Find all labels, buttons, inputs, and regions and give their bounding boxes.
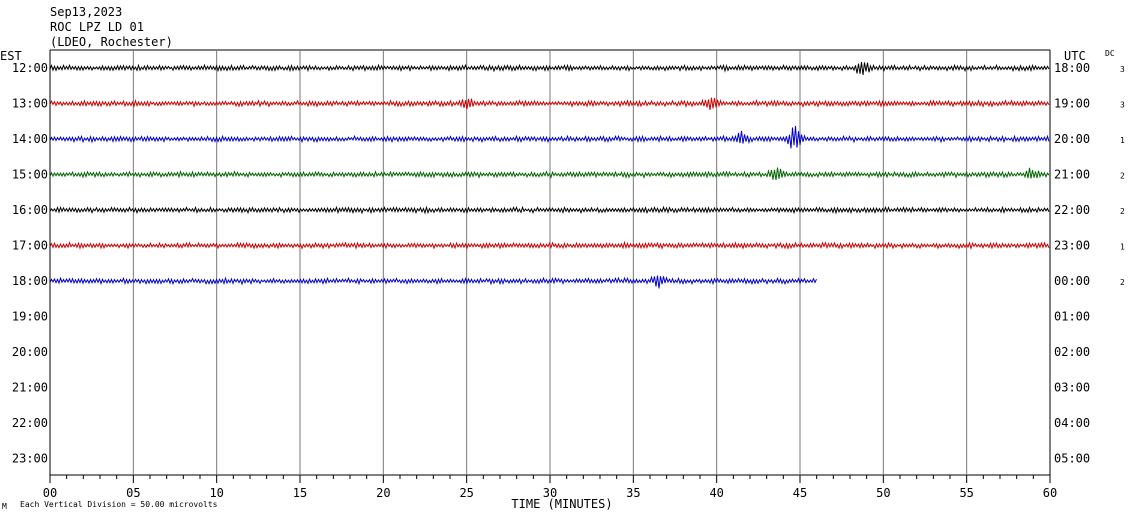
utc-hour-label: 00:00 <box>1054 274 1090 288</box>
dc-offset-value: 2 <box>1120 207 1125 216</box>
x-tick-label: 20 <box>376 486 390 500</box>
est-hour-label: 15:00 <box>12 168 48 182</box>
seismic-trace-row-6 <box>49 275 817 289</box>
scale-note: Each Vertical Division = 50.00 microvolt… <box>20 500 218 509</box>
est-hour-label: 21:00 <box>12 381 48 395</box>
dc-offset-value: 2 <box>1120 172 1125 181</box>
seismic-trace-row-4 <box>49 205 1050 215</box>
utc-axis-title: UTC <box>1064 49 1086 63</box>
x-tick-label: 35 <box>626 486 640 500</box>
est-hour-label: 16:00 <box>12 203 48 217</box>
x-tick-label: 45 <box>793 486 807 500</box>
utc-hour-label: 03:00 <box>1054 381 1090 395</box>
dc-offset-value: 2 <box>1120 278 1125 287</box>
utc-hour-label: 21:00 <box>1054 168 1090 182</box>
x-tick-label: 55 <box>959 486 973 500</box>
est-hour-label: 12:00 <box>12 61 48 75</box>
x-tick-label: 00 <box>43 486 57 500</box>
est-hour-label: 22:00 <box>12 416 48 430</box>
utc-hour-label: 18:00 <box>1054 61 1090 75</box>
est-axis-title: EST <box>0 49 22 63</box>
dc-offset-value: 1 <box>1120 243 1125 252</box>
est-hour-label: 20:00 <box>12 345 48 359</box>
est-hour-label: 18:00 <box>12 274 48 288</box>
plot-grid <box>49 49 1051 476</box>
seismic-trace-row-5 <box>49 240 1050 251</box>
utc-hour-label: 05:00 <box>1054 452 1090 466</box>
x-tick-label: 60 <box>1043 486 1057 500</box>
seismic-trace-row-3 <box>49 167 1050 181</box>
utc-hour-label: 22:00 <box>1054 203 1090 217</box>
est-hour-label: 19:00 <box>12 310 48 324</box>
x-tick-label: 30 <box>543 486 557 500</box>
seismic-trace-row-2 <box>49 125 1050 149</box>
header-station: ROC LPZ LD 01 <box>50 20 144 34</box>
est-hour-label: 14:00 <box>12 132 48 146</box>
utc-hour-label: 20:00 <box>1054 132 1090 146</box>
seismic-traces: 3 3 1 2 2 1 2 <box>49 62 1125 289</box>
x-tick-label: 50 <box>876 486 890 500</box>
x-tick-label: 40 <box>709 486 723 500</box>
est-hour-label: 13:00 <box>12 97 48 111</box>
utc-hour-label: 02:00 <box>1054 345 1090 359</box>
header-network: (LDEO, Rochester) <box>50 35 173 49</box>
dc-column-title: DC <box>1105 49 1115 58</box>
utc-hour-label: 04:00 <box>1054 416 1090 430</box>
utc-hour-label: 19:00 <box>1054 97 1090 111</box>
x-tick-label: 25 <box>459 486 473 500</box>
x-tick-label: 10 <box>209 486 223 500</box>
x-axis-label: TIME (MINUTES) <box>511 497 612 511</box>
seismic-trace-row-1 <box>49 97 1050 110</box>
x-axis-ticks: 00 05 10 15 20 25 30 35 40 45 50 55 60 <box>43 475 1057 500</box>
utc-hour-label: 23:00 <box>1054 239 1090 253</box>
est-hour-label: 23:00 <box>12 452 48 466</box>
dc-offset-value: 3 <box>1120 65 1125 74</box>
utc-hour-label: 01:00 <box>1054 310 1090 324</box>
header-date: Sep13,2023 <box>50 5 122 19</box>
est-hour-label: 17:00 <box>12 239 48 253</box>
dc-offset-value: 1 <box>1120 136 1125 145</box>
seismic-trace-row-0 <box>49 62 1050 75</box>
x-tick-label: 05 <box>126 486 140 500</box>
x-tick-label: 15 <box>293 486 307 500</box>
hour-labels: 12:00 18:00 13:00 19:00 14:00 20:00 15:00 21:00… <box>12 61 1090 466</box>
dc-offset-value: 3 <box>1120 101 1125 110</box>
footer-mark: M <box>2 502 7 511</box>
